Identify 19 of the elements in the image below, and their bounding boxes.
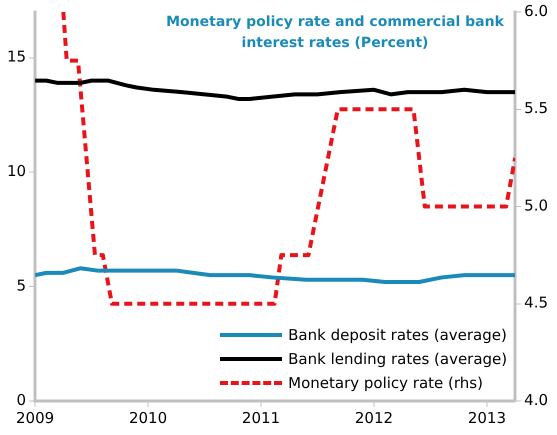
x-tick-label: 2013 [468,408,506,427]
legend-label: Bank deposit rates (average) [288,326,507,344]
x-tick-label: 2011 [242,408,280,427]
x-tick-label: 2012 [354,408,394,427]
x-tick-label: 2009 [16,408,54,427]
y2-tick-label: 6.0 [524,2,548,20]
y-tick-label: 5 [16,276,26,294]
y2-tick-label: 5.0 [524,196,548,214]
text: Monetary policy rate and commercial bank interest rates (Percent) [165,13,505,53]
y2-tick-label: 4.5 [524,294,548,312]
legend-label: Bank lending rates (average) [288,350,508,368]
line-series [61,12,516,306]
y2-tick-label: 5.5 [524,99,548,118]
y-tick-label: 15 [6,48,26,66]
y-tick-label: 10 [6,162,26,180]
y2-tick-label: 4.0 [524,390,548,409]
x-tick-label: 2010 [128,408,168,427]
y-tick-label: 0 [16,390,26,409]
legend-label: Monetary policy rate (rhs) [288,374,483,392]
